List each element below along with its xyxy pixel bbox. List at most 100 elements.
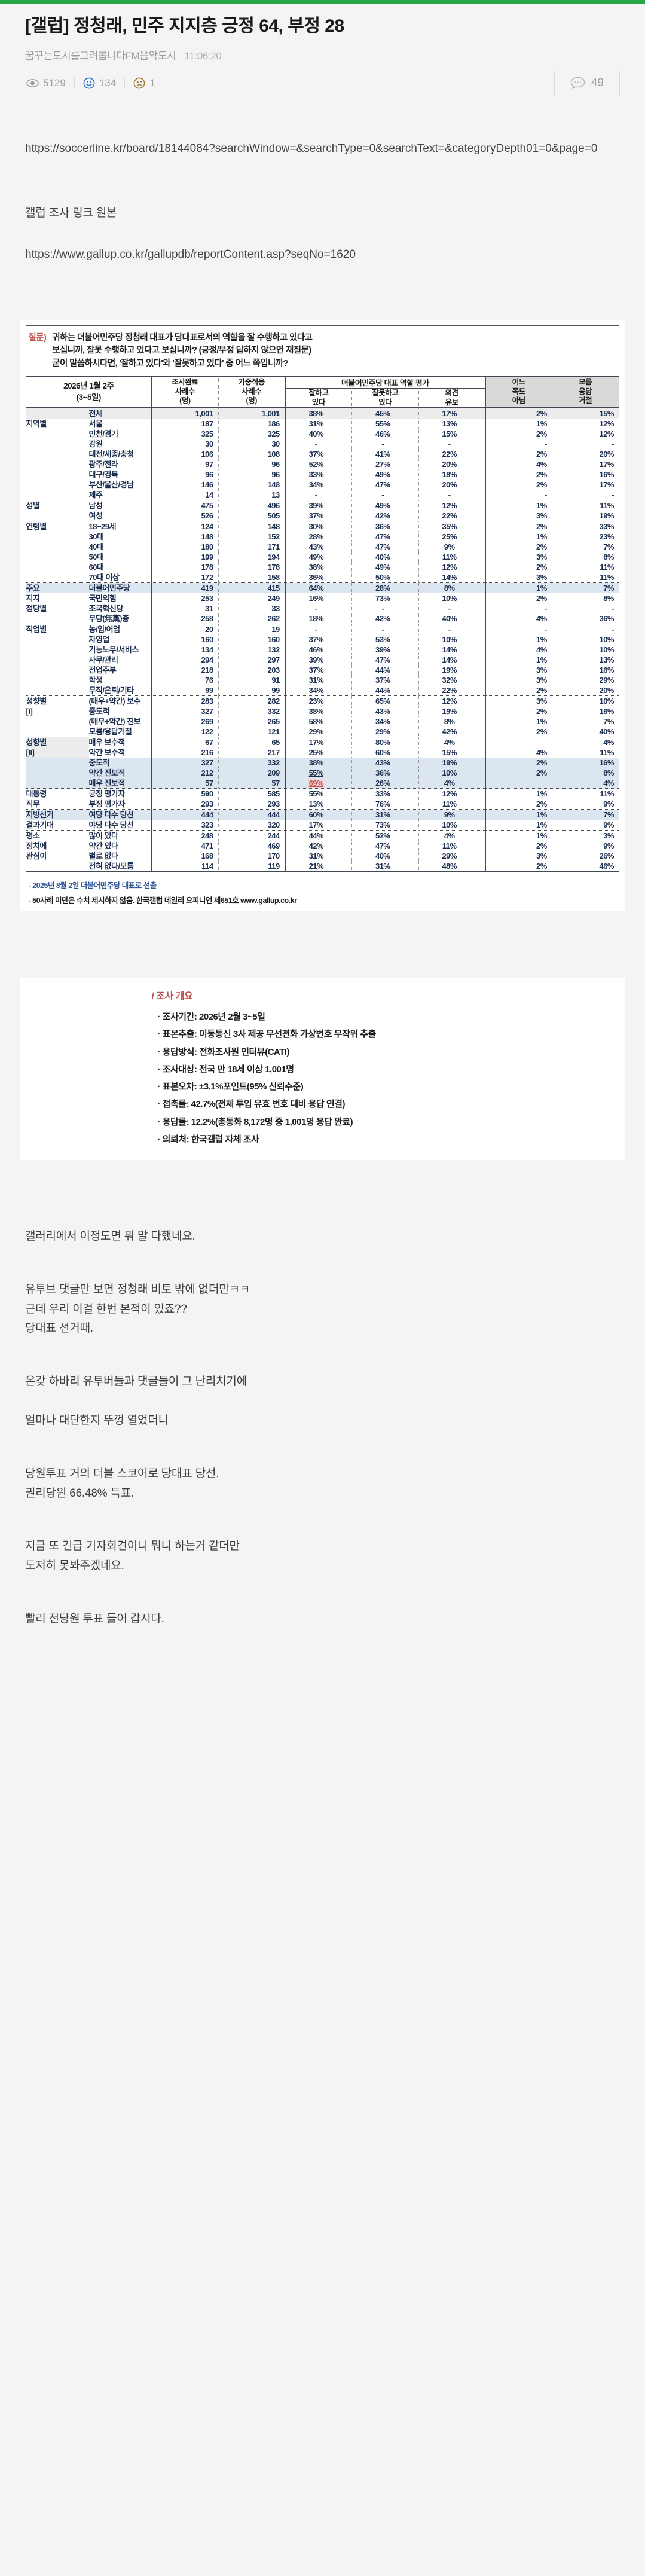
gallup-url-text[interactable]: https://www.gallup.co.kr/gallupdb/report… bbox=[25, 248, 356, 261]
cell-bad: 29% bbox=[351, 727, 419, 737]
cell-good: 31% bbox=[284, 675, 352, 686]
row-label: 제주 bbox=[88, 490, 152, 500]
cell-good: 23% bbox=[284, 695, 352, 707]
row-label: 약간 있다 bbox=[88, 841, 152, 851]
cell-complete-n: 14 bbox=[151, 490, 219, 500]
cell-weighted-n: 148 bbox=[218, 480, 286, 490]
cell-hold: 22% bbox=[418, 511, 486, 521]
row-category bbox=[26, 542, 89, 552]
table-row: 대구/경북 96 96 33% 49% 18% 2% 16% bbox=[26, 469, 619, 480]
author-name[interactable]: 꿈꾸는도시를그려봅니다FM음악도시 bbox=[25, 50, 176, 62]
row-label: 강원 bbox=[88, 439, 152, 450]
cell-hold: 10% bbox=[418, 768, 486, 779]
cell-good: 34% bbox=[284, 480, 352, 490]
row-category bbox=[26, 758, 89, 768]
row-label: 여성 bbox=[88, 511, 152, 521]
cell-bad: 27% bbox=[351, 459, 419, 470]
cell-bad: 45% bbox=[351, 407, 419, 419]
cell-bad: 33% bbox=[351, 788, 419, 799]
table-row: 무당(無黨)층 258 262 18% 42% 40% 4% 36% bbox=[26, 614, 619, 624]
row-label: 기능노무/서비스 bbox=[88, 645, 152, 655]
cell-good: 58% bbox=[284, 716, 352, 727]
row-label: 자영업 bbox=[88, 634, 152, 645]
cell-bad: 46% bbox=[351, 429, 419, 439]
cell-good: 17% bbox=[284, 820, 352, 831]
cell-refuse: - bbox=[552, 624, 619, 635]
cell-weighted-n: 148 bbox=[218, 521, 286, 532]
row-label: 국민의힘 bbox=[88, 593, 152, 604]
cell-complete-n: 122 bbox=[151, 727, 219, 737]
table-row: 제주 14 13- - - - - bbox=[26, 490, 619, 500]
header-bad: 잘못하고 있다 bbox=[351, 388, 419, 408]
cell-neither: 3% bbox=[484, 552, 552, 563]
cell-hold: 19% bbox=[418, 706, 486, 717]
cell-hold: 11% bbox=[418, 841, 486, 851]
cell-neither: 1% bbox=[484, 716, 552, 727]
cell-weighted-n: 91 bbox=[218, 675, 286, 686]
row-category: 주요 bbox=[26, 582, 89, 594]
cell-complete-n: 148 bbox=[151, 532, 219, 542]
cell-complete-n: 168 bbox=[151, 851, 219, 862]
table-bottom-rule bbox=[26, 871, 619, 874]
cell-weighted-n: 469 bbox=[218, 841, 286, 851]
row-label: 인천/경기 bbox=[88, 429, 152, 439]
dislike-stat[interactable]: 1 bbox=[133, 77, 163, 89]
source-url-text[interactable]: https://soccerline.kr/board/18144084?sea… bbox=[25, 142, 598, 155]
dislike-count: 1 bbox=[149, 77, 155, 88]
row-category: [II] bbox=[26, 747, 89, 758]
table-row: 평소 많이 있다 248 244 44% 52% 4% 1% 3% bbox=[26, 830, 619, 841]
cell-weighted-n: 244 bbox=[218, 830, 286, 841]
row-category bbox=[26, 490, 89, 500]
cell-refuse: 7% bbox=[603, 717, 614, 727]
cell-neither: 1% bbox=[484, 788, 552, 799]
cell-hold: 19% bbox=[418, 665, 486, 676]
cell-neither: 3% bbox=[484, 665, 552, 676]
cell-bad: 40% bbox=[351, 552, 419, 563]
comment-count-button[interactable]: 49 bbox=[554, 70, 620, 96]
cell-bad: 44% bbox=[351, 685, 419, 696]
cell-refuse: 7% bbox=[552, 809, 619, 820]
row-category bbox=[26, 768, 89, 779]
cell-weighted-n: 194 bbox=[218, 552, 286, 563]
cell-hold: 15% bbox=[418, 747, 486, 758]
table-row: 70대 이상 172 158 36% 50% 14% 3% 11% bbox=[26, 572, 619, 583]
cell-neither: 2% bbox=[484, 861, 552, 872]
cell-refuse: - bbox=[612, 439, 614, 449]
cell-neither: 1% bbox=[484, 532, 552, 542]
cell-refuse: 16% bbox=[599, 470, 614, 480]
cell-bad: - bbox=[351, 439, 419, 450]
cell-weighted-n: 203 bbox=[218, 665, 286, 676]
cell-good: 64% bbox=[284, 582, 352, 594]
cell-bad: 76% bbox=[351, 799, 419, 810]
list-item: · 접촉률: 42.7%(전체 투입 유효 번호 대비 응답 연결) bbox=[157, 1099, 346, 1110]
cell-neither: 2% bbox=[484, 685, 552, 696]
cell-good: 13% bbox=[284, 799, 352, 810]
cell-refuse: 16% bbox=[599, 666, 614, 675]
cell-neither: 2% bbox=[484, 768, 552, 779]
poll-table-head: 2026년 1월 2주 (3~5일) 조사완료 사례수 (명) 가중적용 사례수… bbox=[26, 376, 619, 408]
cell-bad: 47% bbox=[351, 480, 419, 490]
cell-good: 46% bbox=[284, 645, 352, 655]
cell-complete-n: 134 bbox=[151, 645, 219, 655]
cell-refuse: 7% bbox=[603, 542, 614, 552]
cell-complete-n: 57 bbox=[151, 778, 219, 789]
row-label: (매우+약간) 보수 bbox=[88, 695, 152, 707]
cell-good: 31% bbox=[284, 851, 352, 862]
cell-good: 37% bbox=[284, 634, 352, 645]
cell-hold: 12% bbox=[418, 695, 486, 707]
cell-neither: 2% bbox=[484, 799, 552, 810]
row-label: 서울 bbox=[88, 419, 152, 429]
list-item: · 표본오차: ±3.1%포인트(95% 신뢰수준) bbox=[157, 1082, 304, 1092]
row-category: 성향별 bbox=[26, 737, 89, 748]
cell-hold: - bbox=[418, 439, 486, 450]
cell-bad: 73% bbox=[351, 820, 419, 831]
cell-hold: 29% bbox=[418, 851, 486, 862]
recommend-stat[interactable]: 134 bbox=[83, 77, 124, 89]
cell-good: 38% bbox=[284, 758, 352, 768]
cell-refuse: 19% bbox=[599, 511, 614, 521]
post-time: 11:06:20 bbox=[184, 50, 222, 62]
footnote-election: - 2025년 8월 2일 더불어민주당 대표로 선출 bbox=[28, 881, 157, 890]
body-paragraph: 지금 또 긴급 기자회견이니 뭐니 하는거 같더만 도저히 못봐주겠네요. bbox=[25, 1540, 240, 1572]
cell-neither: 1% bbox=[484, 655, 552, 666]
post-stats-row: 5129 134 1 bbox=[25, 70, 620, 105]
